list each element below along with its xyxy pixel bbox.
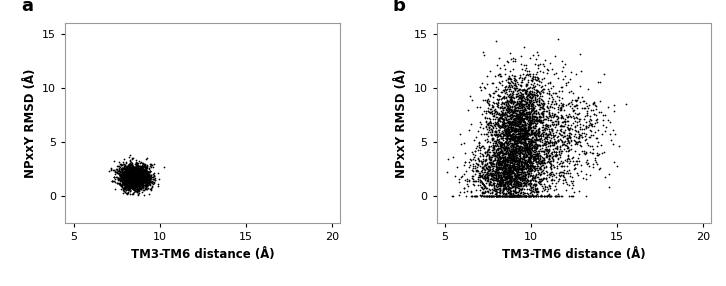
Text: a: a	[21, 0, 33, 15]
Y-axis label: NPxxY RMSD (Å): NPxxY RMSD (Å)	[395, 68, 408, 178]
Y-axis label: NPxxY RMSD (Å): NPxxY RMSD (Å)	[24, 68, 37, 178]
Text: b: b	[393, 0, 405, 15]
X-axis label: TM3-TM6 distance (Å): TM3-TM6 distance (Å)	[131, 248, 274, 261]
X-axis label: TM3-TM6 distance (Å): TM3-TM6 distance (Å)	[502, 248, 646, 261]
